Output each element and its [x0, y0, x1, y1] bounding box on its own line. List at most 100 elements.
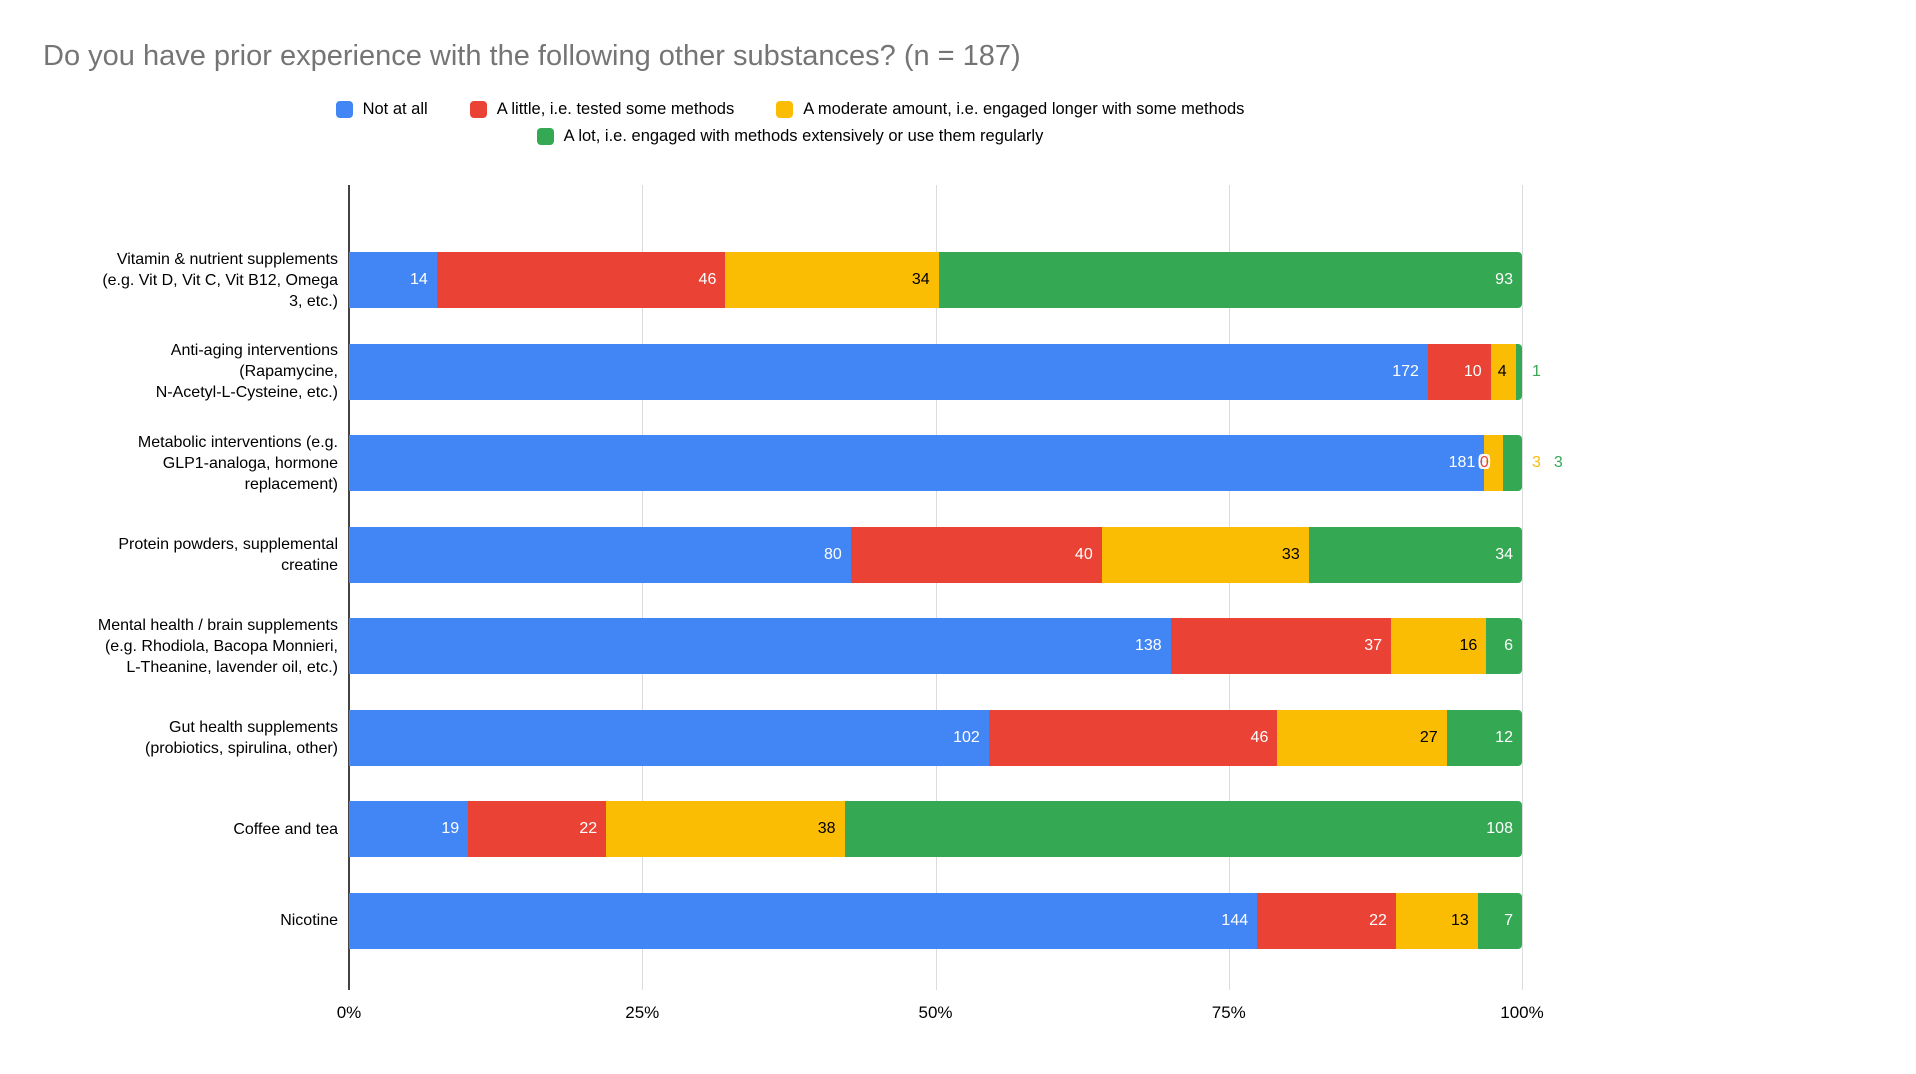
value-label: 1	[1532, 362, 1541, 380]
category-label-line: Protein powders, supplemental	[118, 535, 338, 553]
y-axis-baseline	[348, 185, 350, 990]
bar-row: 138 37 16 6	[349, 618, 1522, 674]
value-label: 22	[1369, 911, 1387, 929]
category-label-line: Anti-aging interventions	[170, 342, 338, 359]
value-label: 10	[1463, 362, 1482, 380]
value-label: 138	[1134, 637, 1162, 654]
category-label-line: Gut health supplements	[169, 718, 338, 736]
value-label: 37	[1364, 637, 1382, 654]
category-label: Gut health supplements (probiotics, spiru…	[28, 710, 338, 766]
value-label: 93	[1495, 271, 1513, 288]
legend-item[interactable]: Not at all	[335, 100, 428, 119]
category-label-line: (probiotics, spirulina, other)	[145, 739, 338, 757]
legend-item[interactable]: A moderate amount, i.e. engaged longer w…	[776, 100, 1244, 119]
chart-title: Do you have prior experience with the fo…	[43, 40, 1021, 72]
value-label: 34	[1495, 545, 1513, 563]
bar-segment-4[interactable]: 108	[844, 801, 1522, 857]
value-label: 108	[1486, 820, 1513, 837]
value-label: 4	[1497, 362, 1507, 380]
category-label-line: 3, etc.)	[289, 292, 338, 310]
category-label-line: Coffee and tea	[233, 820, 338, 838]
value-label: 3	[1532, 454, 1541, 471]
value-label: 19	[441, 820, 460, 837]
bar-segment-3[interactable]: 4	[1490, 343, 1516, 400]
bar-segment-1[interactable]: 181	[349, 435, 1485, 491]
bar-segment-2[interactable]: 46	[436, 252, 726, 308]
bar-segment-2[interactable]: 37	[1170, 618, 1391, 674]
value-label: 144	[1221, 911, 1249, 929]
bar-segment-3[interactable]: 38	[606, 801, 845, 857]
bar-segment-4[interactable]	[1503, 435, 1522, 491]
bar-row: 144 22 13 7	[349, 892, 1522, 949]
bar-segment-4[interactable]: 7	[1477, 892, 1522, 949]
gridline	[1228, 185, 1230, 990]
legend-item-label: Not at all	[362, 100, 428, 118]
bar-segment-3[interactable]	[1484, 435, 1504, 491]
category-label-line: creatine	[281, 556, 338, 574]
category-label-line: (e.g. Rhodiola, Bacopa Monnieri,	[104, 637, 338, 655]
bar-segment-1[interactable]: 172	[349, 343, 1428, 400]
bar-segment-1[interactable]: 19	[349, 801, 469, 857]
bar-segment-2[interactable]: 10	[1427, 343, 1491, 400]
legend-line-1: Not at all A little, i.e. tested some met…	[335, 100, 1244, 119]
bar-segment-3[interactable]: 27	[1277, 709, 1447, 766]
bar-row: 172 10 4 1	[349, 343, 1541, 400]
x-axis-tick-label: 75%	[1211, 1003, 1246, 1022]
legend-swatch-icon	[335, 101, 353, 118]
value-label: 172	[1392, 362, 1419, 380]
category-label: Nicotine	[28, 893, 338, 949]
bar-segment-1[interactable]: 138	[349, 618, 1171, 674]
bar-segment-3[interactable]: 16	[1390, 618, 1487, 674]
bar-segment-2[interactable]: 46	[988, 709, 1278, 766]
bar-segment-1[interactable]: 102	[349, 709, 989, 766]
gridline	[1522, 185, 1523, 990]
bar-row: 19 22 38 108	[349, 801, 1522, 857]
bar-segment-3[interactable]: 33	[1101, 526, 1309, 583]
value-label: 7	[1504, 911, 1513, 929]
gridline	[642, 185, 644, 990]
legend-item[interactable]: A little, i.e. tested some methods	[469, 100, 735, 119]
bar-segment-2[interactable]: 22	[468, 801, 607, 857]
bar-segment-1[interactable]: 14	[349, 252, 437, 308]
value-label: 16	[1459, 637, 1478, 654]
category-label-line: L-Theanine, lavender oil, etc.)	[126, 658, 338, 676]
bar-segment-2[interactable]: 40	[850, 526, 1102, 583]
value-label: 46	[1250, 728, 1269, 746]
bar-row: 14 46 34 93	[349, 252, 1522, 308]
x-axis-tick-label: 100%	[1500, 1003, 1544, 1022]
value-label: 46	[698, 271, 717, 288]
value-label: 27	[1419, 728, 1438, 746]
value-label: 12	[1495, 728, 1513, 746]
bar-segment-4[interactable]: 93	[938, 252, 1522, 308]
bar-segment-4[interactable]	[1515, 343, 1522, 400]
legend-item-label: A little, i.e. tested some methods	[496, 100, 735, 118]
legend-swatch-icon	[776, 101, 794, 118]
category-label: Anti-aging interventions (Rapamycine, N-Ac…	[28, 342, 338, 401]
bar-segment-3[interactable]: 13	[1395, 892, 1478, 949]
value-label: 102	[953, 728, 980, 746]
legend-item[interactable]: A lot, i.e. engaged with methods extensi…	[536, 127, 1043, 146]
legend-swatch-icon	[469, 101, 487, 118]
value-label: 22	[579, 820, 598, 837]
category-label: Protein powders, supplemental creatine	[28, 527, 338, 583]
bar-segment-1[interactable]: 144	[349, 892, 1258, 949]
bar-segment-3[interactable]: 34	[725, 252, 939, 308]
bar-segment-4[interactable]: 6	[1486, 618, 1522, 674]
bar-segment-4[interactable]: 12	[1446, 709, 1522, 766]
bar-segment-4[interactable]: 34	[1308, 526, 1522, 583]
value-label: 33	[1281, 545, 1300, 563]
bar-segment-1[interactable]: 80	[349, 526, 851, 583]
category-label-line: Nicotine	[280, 912, 338, 929]
overflow-value-labels: 1	[1532, 344, 1541, 400]
category-label: Vitamin & nutrient supplements (e.g. Vit …	[28, 250, 338, 310]
category-label: Mental health / brain supplements (e.g. R…	[28, 616, 338, 676]
category-label-line: Vitamin & nutrient supplements	[116, 250, 338, 268]
x-axis-tick-label: 25%	[625, 1003, 660, 1022]
value-label: 38	[817, 820, 836, 837]
bar-segment-2[interactable]: 22	[1257, 892, 1396, 949]
category-label-line: (e.g. Vit D, Vit C, Vit B12, Omega	[102, 271, 338, 289]
legend-swatch-icon	[536, 128, 554, 145]
category-label-line: GLP1-analoga, hormone	[162, 454, 338, 472]
category-label-line: Mental health / brain supplements	[97, 616, 338, 634]
